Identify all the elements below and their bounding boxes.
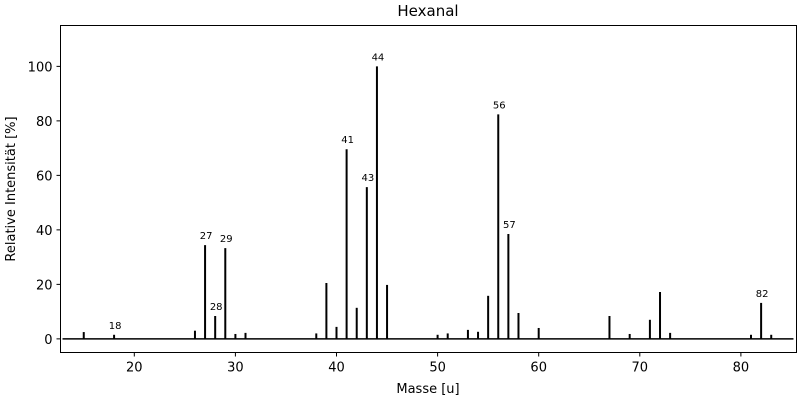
plot-frame <box>60 25 797 353</box>
peak-label-29: 29 <box>220 234 233 245</box>
y-tick-label: 20 <box>36 278 53 293</box>
x-tick-label: 30 <box>227 361 244 376</box>
y-tick-label: 60 <box>36 169 53 184</box>
y-tick-label: 40 <box>36 224 53 239</box>
peak-label-56: 56 <box>493 100 506 111</box>
y-tick-label: 100 <box>28 60 53 75</box>
x-tick-label: 80 <box>733 361 750 376</box>
x-tick-label: 40 <box>328 361 345 376</box>
x-axis-label: Masse [u] <box>396 382 459 397</box>
x-tick-label: 50 <box>429 361 446 376</box>
peak-label-43: 43 <box>361 173 374 184</box>
chart-title: Hexanal <box>397 2 458 20</box>
peak-label-41: 41 <box>341 135 354 146</box>
x-tick-label: 70 <box>632 361 649 376</box>
peak-label-27: 27 <box>200 231 213 242</box>
peak-label-57: 57 <box>503 220 516 231</box>
x-tick-label: 20 <box>126 361 143 376</box>
x-tick-label: 60 <box>530 361 547 376</box>
peak-label-28: 28 <box>210 302 223 313</box>
peak-label-82: 82 <box>756 289 769 300</box>
y-tick-label: 0 <box>44 333 52 348</box>
peak-label-18: 18 <box>109 321 122 332</box>
y-axis-label: Relative Intensität [%] <box>4 116 19 261</box>
peak-label-44: 44 <box>372 52 385 63</box>
y-tick-label: 80 <box>36 115 53 130</box>
